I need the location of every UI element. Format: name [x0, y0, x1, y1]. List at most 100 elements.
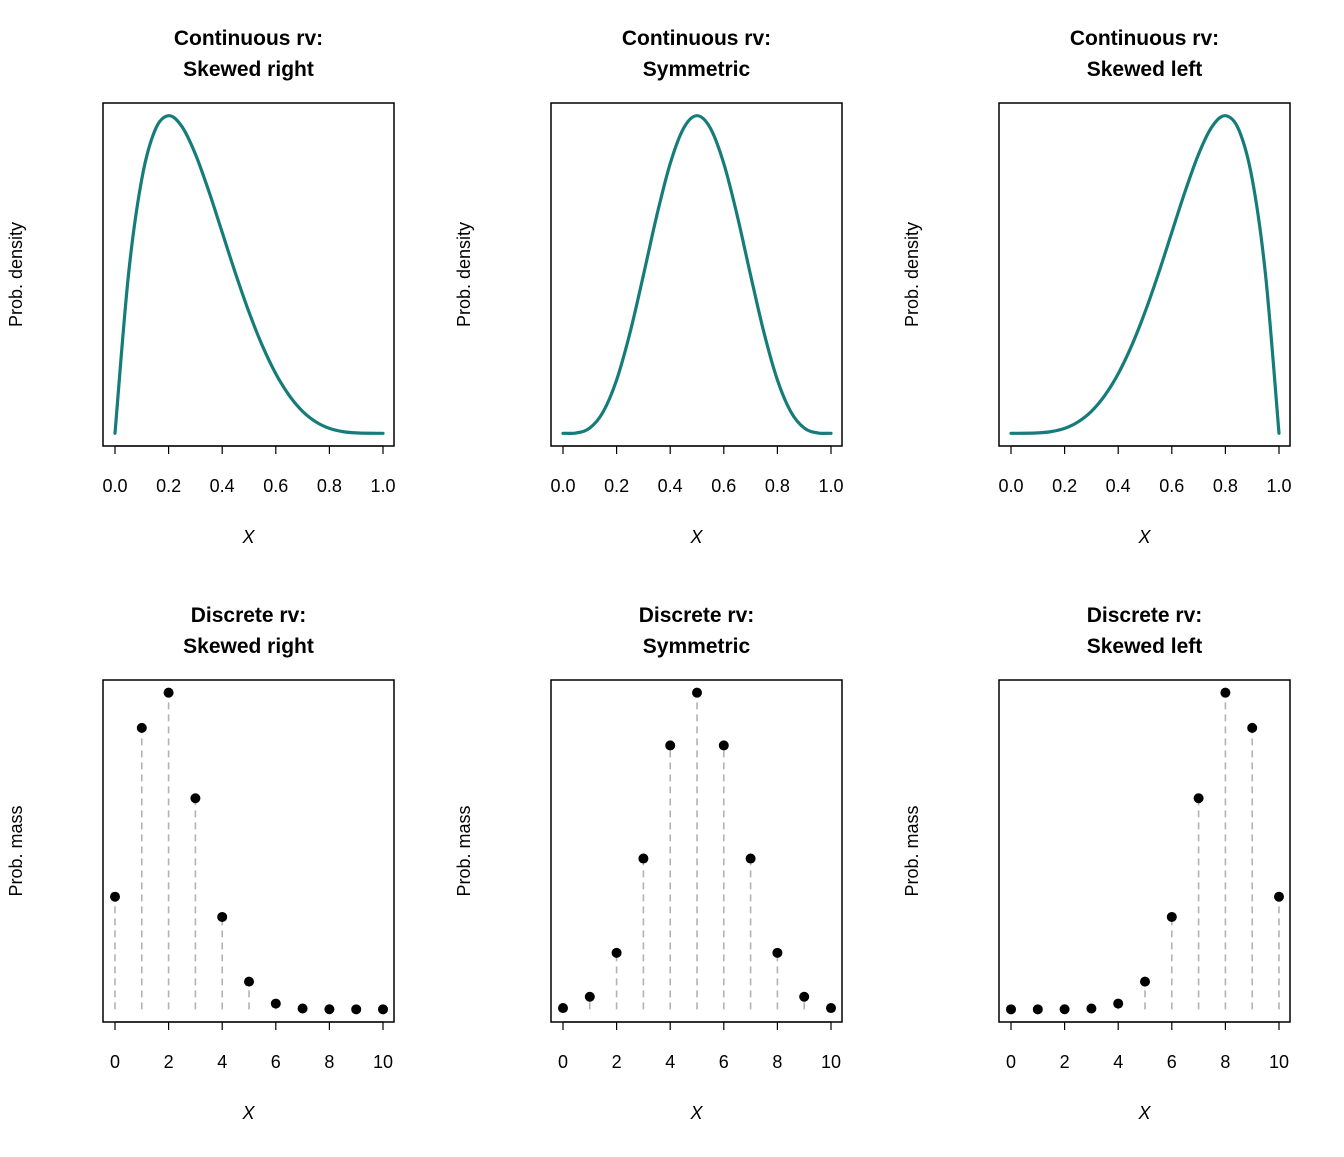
plot-frame — [102, 679, 395, 1023]
pmf-point — [745, 853, 756, 864]
panel-1: Continuous rv: Skewed right 0.0 0.2 0.4 0.6 0.… — [6, 27, 396, 547]
x-tick-label: 6 — [719, 1052, 729, 1072]
pmf-point — [1274, 891, 1284, 902]
x-tick-label: 0.4 — [210, 476, 235, 496]
chart-title-line: Discrete rv: — [639, 604, 755, 627]
x-axis-label: X — [1137, 527, 1151, 547]
chart-title-line: Symmetric — [643, 635, 751, 658]
pmf-point — [1247, 722, 1258, 733]
plot-frame — [998, 679, 1291, 1023]
chart-title-line: Discrete rv: — [1087, 604, 1203, 627]
x-tick-label: 6 — [1167, 1052, 1177, 1072]
chart-title-line: Skewed left — [1087, 58, 1203, 81]
x-tick-label: 0.0 — [102, 476, 127, 496]
x-tick-label: 6 — [271, 1052, 281, 1072]
x-axis-label: X — [241, 1103, 255, 1123]
x-tick-label: 1.0 — [370, 476, 395, 496]
panel-2: Continuous rv: Symmetric 0.0 0.2 0.4 0.6 0.8 1.… — [454, 27, 844, 547]
pmf-point — [110, 891, 120, 902]
pmf-point — [611, 947, 622, 958]
x-tick-label: 0.4 — [658, 476, 683, 496]
panel-5: Discrete rv: Symmetric 0 2 4 6 8 10 X Prob. mass — [454, 604, 843, 1123]
x-tick-label: 1.0 — [1266, 476, 1291, 496]
pmf-point — [1113, 998, 1124, 1009]
chart-title-line: Continuous rv: — [174, 27, 323, 50]
chart-title-line: Skewed right — [183, 58, 314, 81]
chart-title-line: Continuous rv: — [1070, 27, 1219, 50]
pmf-point — [297, 1003, 308, 1014]
x-tick-label: 0.6 — [263, 476, 288, 496]
x-tick-label: 0 — [558, 1052, 568, 1072]
pmf-point — [324, 1004, 335, 1015]
plot-frame — [550, 102, 843, 447]
x-axis-label: X — [689, 1103, 703, 1123]
pmf-point — [665, 740, 676, 751]
x-tick-label: 4 — [217, 1052, 227, 1072]
pmf-point — [692, 687, 702, 698]
x-tick-label: 1.0 — [818, 476, 843, 496]
x-tick-label: 0.6 — [711, 476, 736, 496]
x-tick-label: 8 — [772, 1052, 782, 1072]
pmf-point — [558, 1003, 568, 1014]
x-tick-label: 10 — [373, 1052, 393, 1072]
y-axis-label: Prob. mass — [6, 805, 26, 896]
pmf-point — [163, 687, 174, 698]
pmf-point — [826, 1003, 836, 1014]
panel-6: Discrete rv: Skewed left 0 2 4 6 8 10 X Prob. mas… — [902, 604, 1291, 1123]
x-tick-label: 0.4 — [1106, 476, 1131, 496]
x-axis-label: X — [689, 527, 703, 547]
pmf-point — [244, 976, 254, 987]
x-tick-label: 10 — [1269, 1052, 1289, 1072]
pmf-point — [1006, 1004, 1016, 1015]
panel-4: Discrete rv: Skewed right 0 2 4 6 8 10 X Prob. ma… — [6, 604, 395, 1123]
density-curve — [113, 114, 385, 435]
x-tick-label: 2 — [1060, 1052, 1070, 1072]
y-axis-label: Prob. density — [902, 222, 922, 327]
pmf-point — [1140, 976, 1150, 987]
x-tick-label: 0.8 — [317, 476, 342, 496]
pmf-point — [638, 853, 649, 864]
pmf-point — [1086, 1003, 1097, 1014]
chart-title-line: Symmetric — [643, 58, 751, 81]
y-axis-label: Prob. mass — [454, 805, 474, 896]
x-tick-label: 0.2 — [156, 476, 181, 496]
pmf-point — [136, 722, 147, 733]
pmf-point — [1220, 687, 1231, 698]
chart-title-line: Continuous rv: — [622, 27, 771, 50]
x-axis-label: X — [1137, 1103, 1151, 1123]
x-tick-label: 0.0 — [998, 476, 1023, 496]
pmf-point — [270, 998, 281, 1009]
pmf-point — [190, 793, 201, 804]
x-tick-label: 0.0 — [550, 476, 575, 496]
x-tick-label: 8 — [324, 1052, 334, 1072]
pmf-point — [799, 991, 810, 1002]
pmf-point — [378, 1004, 388, 1015]
pmf-point — [1032, 1004, 1043, 1015]
x-tick-label: 0 — [1006, 1052, 1016, 1072]
pmf-point — [1059, 1004, 1070, 1015]
x-tick-label: 0.2 — [1052, 476, 1077, 496]
y-axis-label: Prob. density — [6, 222, 26, 327]
pmf-point — [217, 911, 228, 922]
x-tick-label: 4 — [665, 1052, 675, 1072]
x-axis-label: X — [241, 527, 255, 547]
x-tick-label: 4 — [1113, 1052, 1123, 1072]
pmf-point — [351, 1004, 362, 1015]
x-tick-label: 0.6 — [1159, 476, 1184, 496]
chart-title-line: Skewed right — [183, 635, 314, 658]
density-curve — [1009, 114, 1281, 435]
x-tick-label: 0.8 — [765, 476, 790, 496]
x-tick-label: 8 — [1220, 1052, 1230, 1072]
x-tick-label: 0.2 — [604, 476, 629, 496]
y-axis-label: Prob. density — [454, 222, 474, 327]
x-tick-label: 2 — [164, 1052, 174, 1072]
chart-title-line: Skewed left — [1087, 635, 1203, 658]
x-tick-label: 0 — [110, 1052, 120, 1072]
pmf-point — [584, 991, 595, 1002]
chart-title-line: Discrete rv: — [191, 604, 307, 627]
density-curve — [561, 114, 833, 436]
x-tick-label: 2 — [612, 1052, 622, 1072]
x-tick-label: 10 — [821, 1052, 841, 1072]
pmf-point — [1193, 793, 1204, 804]
